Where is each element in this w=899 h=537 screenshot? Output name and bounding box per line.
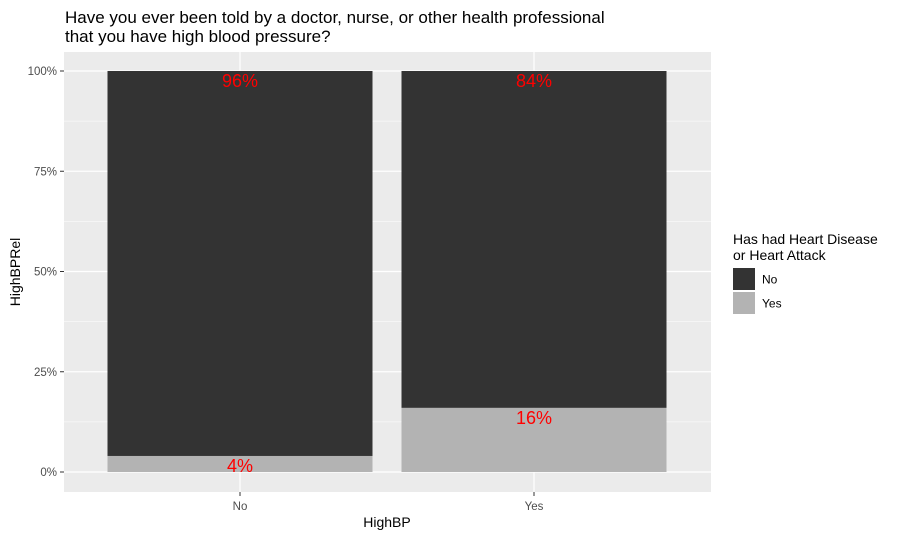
y-tick-label: 50%	[34, 267, 57, 279]
data-label-no-yes: 4%	[227, 456, 253, 476]
bar-no-yes	[107, 455, 373, 472]
bar-no-no	[107, 71, 373, 456]
legend-items: No Yes	[733, 268, 782, 314]
legend-key-no	[733, 268, 755, 290]
legend-label-no: No	[762, 273, 778, 287]
data-label-no-no: 96%	[222, 71, 258, 91]
bar-yes-yes	[401, 407, 667, 472]
chart-title-line-1: Have you ever been told by a doctor, nur…	[65, 8, 605, 27]
legend-title-line-1: Has had Heart Disease	[733, 231, 878, 247]
y-axis: 0% 25% 50% 75% 100%	[28, 66, 64, 479]
y-tick-label: 75%	[34, 166, 57, 178]
legend-label-yes: Yes	[762, 297, 782, 311]
y-axis-title: HighBPRel	[7, 238, 23, 306]
bars	[107, 71, 667, 472]
legend-title-line-2: or Heart Attack	[733, 247, 827, 263]
y-tick-label: 0%	[40, 467, 57, 479]
legend: Has had Heart Disease or Heart Attack No…	[733, 231, 878, 314]
data-labels: 4% 96% 16% 84%	[222, 71, 552, 476]
data-label-yes-yes: 16%	[516, 408, 552, 428]
x-tick-label: No	[233, 501, 248, 513]
y-tick-label: 100%	[28, 66, 57, 78]
y-tick-label: 25%	[34, 367, 57, 379]
data-label-yes-no: 84%	[516, 71, 552, 91]
chart-title-line-2: that you have high blood pressure?	[65, 27, 331, 46]
bar-yes-no	[401, 71, 667, 408]
x-tick-label: Yes	[525, 501, 544, 513]
x-axis: No Yes	[233, 492, 544, 513]
x-axis-title: HighBP	[363, 514, 410, 530]
legend-key-yes	[733, 292, 755, 314]
